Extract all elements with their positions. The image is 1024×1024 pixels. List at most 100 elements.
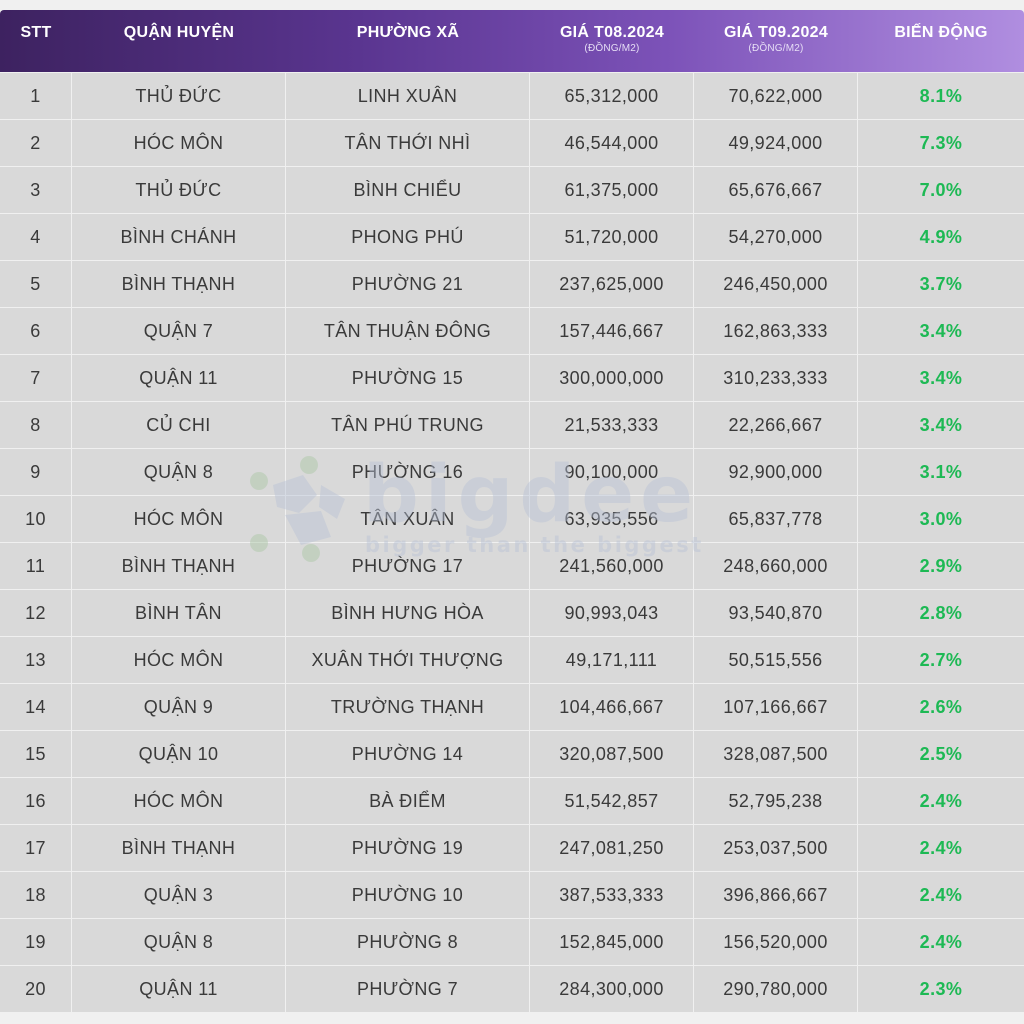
cell-change: 2.3% xyxy=(858,966,1024,1012)
cell-ward: TÂN PHÚ TRUNG xyxy=(286,402,529,448)
header-change: BIẾN ĐỘNG xyxy=(894,24,988,41)
cell-stt: 20 xyxy=(0,966,71,1012)
cell-price-aug: 241,560,000 xyxy=(530,543,693,589)
cell-stt: 15 xyxy=(0,731,71,777)
table-row: 7 QUẬN 11 PHƯỜNG 15 300,000,000 310,233,333 3… xyxy=(0,355,1024,401)
cell-price-sep: 162,863,333 xyxy=(694,308,857,354)
cell-price-sep: 290,780,000 xyxy=(694,966,857,1012)
table-row: 5 BÌNH THẠNH PHƯỜNG 21 237,625,000 246,450,0… xyxy=(0,261,1024,307)
cell-ward: BÀ ĐIỂM xyxy=(286,778,529,824)
cell-district: BÌNH THẠNH xyxy=(72,825,285,871)
cell-price-aug: 157,446,667 xyxy=(530,308,693,354)
cell-stt: 19 xyxy=(0,919,71,965)
cell-stt: 16 xyxy=(0,778,71,824)
cell-ward: TÂN THUẬN ĐÔNG xyxy=(286,308,529,354)
cell-price-aug: 21,533,333 xyxy=(530,402,693,448)
cell-stt: 10 xyxy=(0,496,71,542)
table-row: 16 HÓC MÔN BÀ ĐIỂM 51,542,857 52,795,238 2.4% xyxy=(0,778,1024,824)
cell-change: 2.7% xyxy=(858,637,1024,683)
cell-price-aug: 320,087,500 xyxy=(530,731,693,777)
cell-price-sep: 253,037,500 xyxy=(694,825,857,871)
table-row: 13 HÓC MÔN XUÂN THỚI THƯỢNG 49,171,111 50,51… xyxy=(0,637,1024,683)
cell-ward: PHƯỜNG 7 xyxy=(286,966,529,1012)
cell-price-sep: 93,540,870 xyxy=(694,590,857,636)
cell-stt: 2 xyxy=(0,120,71,166)
cell-ward: BÌNH CHIỂU xyxy=(286,167,529,213)
cell-change: 7.0% xyxy=(858,167,1024,213)
cell-district: BÌNH THẠNH xyxy=(72,261,285,307)
cell-ward: PHƯỜNG 10 xyxy=(286,872,529,918)
cell-ward: BÌNH HƯNG HÒA xyxy=(286,590,529,636)
header-stt: STT xyxy=(20,24,52,41)
cell-price-aug: 90,993,043 xyxy=(530,590,693,636)
cell-price-aug: 284,300,000 xyxy=(530,966,693,1012)
table-row: 1 THỦ ĐỨC LINH XUÂN 65,312,000 70,622,000 8.1… xyxy=(0,73,1024,119)
cell-price-aug: 300,000,000 xyxy=(530,355,693,401)
cell-ward: XUÂN THỚI THƯỢNG xyxy=(286,637,529,683)
cell-change: 2.5% xyxy=(858,731,1024,777)
cell-price-sep: 52,795,238 xyxy=(694,778,857,824)
cell-price-aug: 387,533,333 xyxy=(530,872,693,918)
cell-stt: 17 xyxy=(0,825,71,871)
table-header: STT QUẬN HUYỆN PHƯỜNG XÃ GIÁ T08.2024 (Đ… xyxy=(0,10,1024,72)
table-row: 20 QUẬN 11 PHƯỜNG 7 284,300,000 290,780,000 2… xyxy=(0,966,1024,1012)
cell-change: 2.8% xyxy=(858,590,1024,636)
cell-price-aug: 61,375,000 xyxy=(530,167,693,213)
cell-change: 3.0% xyxy=(858,496,1024,542)
cell-district: BÌNH THẠNH xyxy=(72,543,285,589)
cell-change: 8.1% xyxy=(858,73,1024,119)
cell-price-aug: 104,466,667 xyxy=(530,684,693,730)
cell-price-sep: 50,515,556 xyxy=(694,637,857,683)
cell-district: QUẬN 8 xyxy=(72,449,285,495)
cell-price-aug: 51,720,000 xyxy=(530,214,693,260)
cell-district: HÓC MÔN xyxy=(72,120,285,166)
cell-ward: PHONG PHÚ xyxy=(286,214,529,260)
cell-district: QUẬN 8 xyxy=(72,919,285,965)
table-row: 19 QUẬN 8 PHƯỜNG 8 152,845,000 156,520,000 2.… xyxy=(0,919,1024,965)
table-row: 14 QUẬN 9 TRƯỜNG THẠNH 104,466,667 107,166,6… xyxy=(0,684,1024,730)
cell-stt: 13 xyxy=(0,637,71,683)
cell-ward: PHƯỜNG 15 xyxy=(286,355,529,401)
cell-change: 3.4% xyxy=(858,355,1024,401)
cell-ward: TRƯỜNG THẠNH xyxy=(286,684,529,730)
cell-price-aug: 65,312,000 xyxy=(530,73,693,119)
table-row: 2 HÓC MÔN TÂN THỚI NHÌ 46,544,000 49,924,000… xyxy=(0,120,1024,166)
cell-change: 3.7% xyxy=(858,261,1024,307)
cell-district: CỦ CHI xyxy=(72,402,285,448)
cell-stt: 5 xyxy=(0,261,71,307)
header-price-sep: GIÁ T09.2024 (ĐỒNG/M2) xyxy=(723,24,829,54)
cell-ward: PHƯỜNG 8 xyxy=(286,919,529,965)
cell-stt: 1 xyxy=(0,73,71,119)
table-row: 12 BÌNH TÂN BÌNH HƯNG HÒA 90,993,043 93,540,… xyxy=(0,590,1024,636)
cell-district: QUẬN 11 xyxy=(72,966,285,1012)
cell-price-sep: 65,676,667 xyxy=(694,167,857,213)
cell-district: QUẬN 7 xyxy=(72,308,285,354)
cell-district: QUẬN 10 xyxy=(72,731,285,777)
cell-price-sep: 328,087,500 xyxy=(694,731,857,777)
cell-change: 2.4% xyxy=(858,872,1024,918)
cell-change: 3.4% xyxy=(858,402,1024,448)
table-row: 17 BÌNH THẠNH PHƯỜNG 19 247,081,250 253,037,… xyxy=(0,825,1024,871)
cell-district: QUẬN 11 xyxy=(72,355,285,401)
cell-price-sep: 396,866,667 xyxy=(694,872,857,918)
cell-stt: 6 xyxy=(0,308,71,354)
cell-district: BÌNH CHÁNH xyxy=(72,214,285,260)
cell-district: HÓC MÔN xyxy=(72,778,285,824)
cell-stt: 14 xyxy=(0,684,71,730)
cell-ward: TÂN THỚI NHÌ xyxy=(286,120,529,166)
table-body: 1 THỦ ĐỨC LINH XUÂN 65,312,000 70,622,000 8.1… xyxy=(0,73,1024,1013)
cell-price-sep: 248,660,000 xyxy=(694,543,857,589)
cell-price-sep: 92,900,000 xyxy=(694,449,857,495)
cell-change: 2.9% xyxy=(858,543,1024,589)
cell-change: 2.4% xyxy=(858,825,1024,871)
cell-price-sep: 54,270,000 xyxy=(694,214,857,260)
cell-price-aug: 90,100,000 xyxy=(530,449,693,495)
table-row: 11 BÌNH THẠNH PHƯỜNG 17 241,560,000 248,660,… xyxy=(0,543,1024,589)
cell-change: 2.4% xyxy=(858,919,1024,965)
cell-district: THỦ ĐỨC xyxy=(72,167,285,213)
cell-price-aug: 51,542,857 xyxy=(530,778,693,824)
table-row: 6 QUẬN 7 TÂN THUẬN ĐÔNG 157,446,667 162,863,… xyxy=(0,308,1024,354)
cell-stt: 9 xyxy=(0,449,71,495)
table-row: 9 QUẬN 8 PHƯỜNG 16 90,100,000 92,900,000 3.1% xyxy=(0,449,1024,495)
cell-change: 3.1% xyxy=(858,449,1024,495)
